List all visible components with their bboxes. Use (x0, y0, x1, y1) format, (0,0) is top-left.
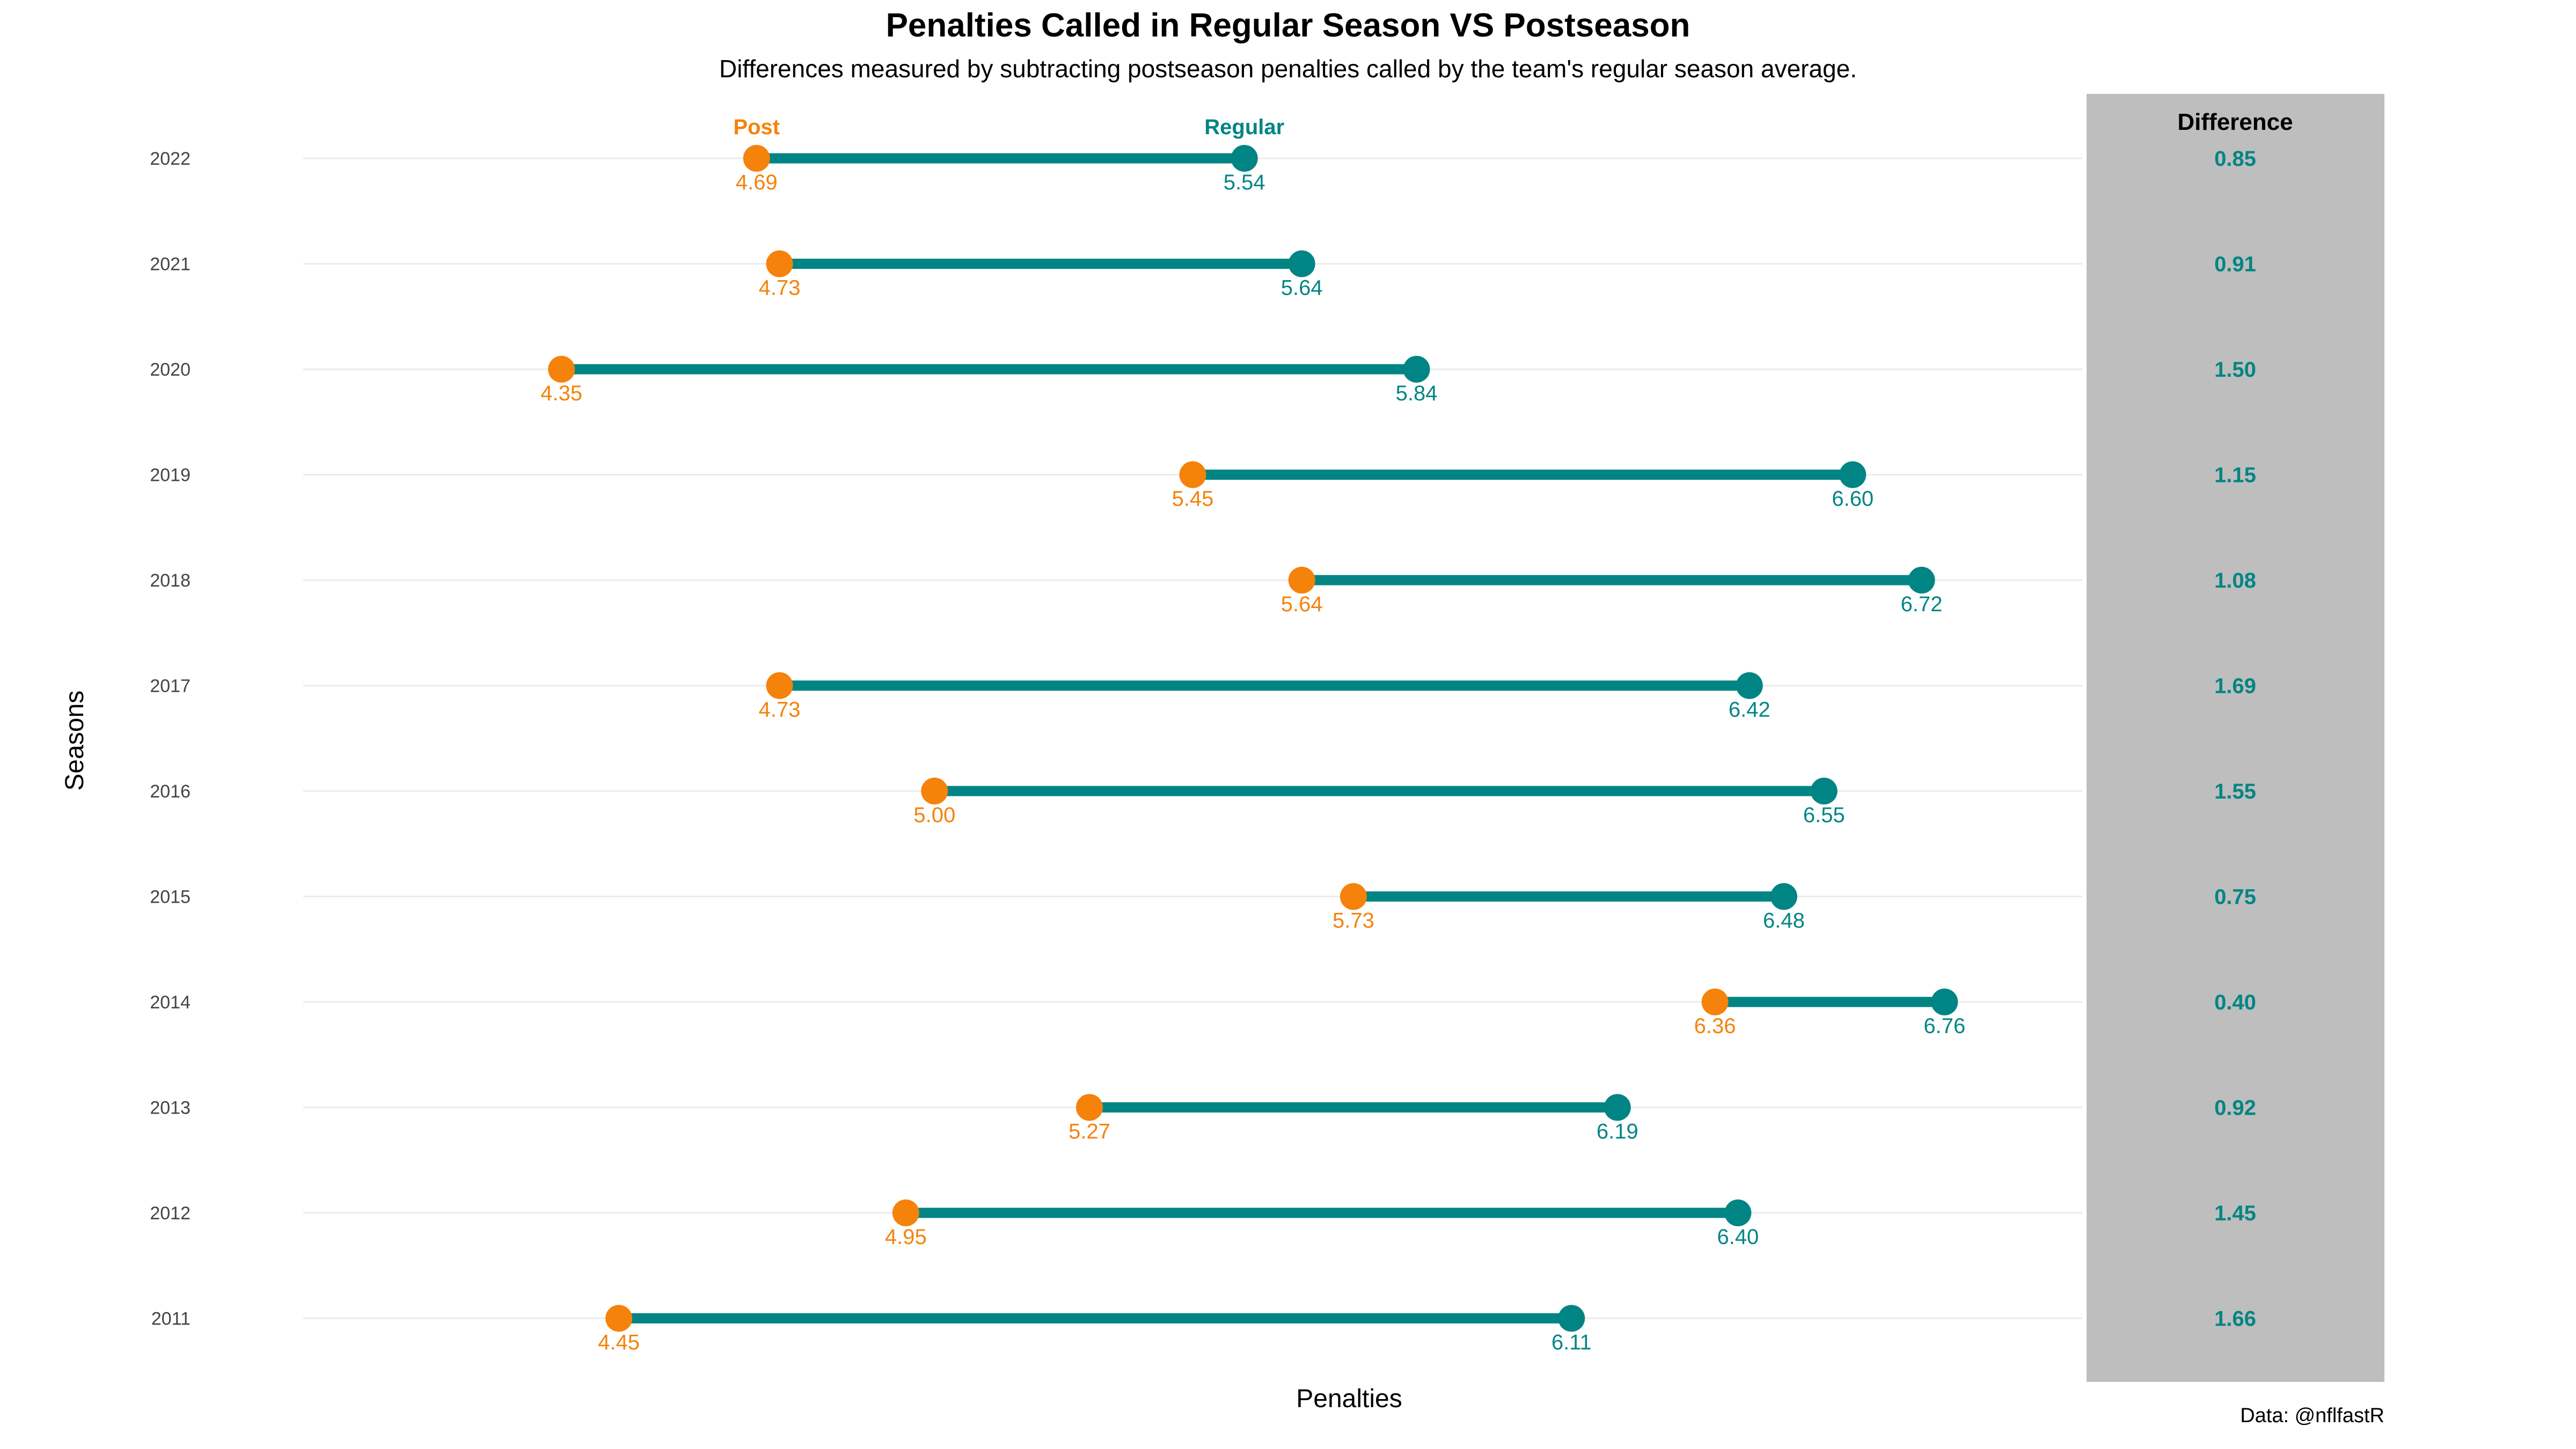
difference-header: Difference (2177, 109, 2293, 135)
post-point (766, 672, 793, 699)
regular-point (1724, 1199, 1752, 1226)
post-point (766, 250, 793, 277)
regular-point (1770, 883, 1797, 910)
difference-value: 0.75 (2214, 885, 2256, 909)
difference-value: 1.69 (2214, 675, 2256, 698)
post-value-label: 5.64 (1281, 592, 1323, 616)
regular-value-label: 6.19 (1597, 1120, 1638, 1144)
regular-value-label: 6.42 (1729, 698, 1770, 722)
season-tick-label: 2019 (150, 465, 191, 486)
post-point (1288, 567, 1315, 594)
difference-panel (2087, 94, 2384, 1382)
regular-point (1908, 567, 1935, 594)
dumbbell-segments (561, 153, 1945, 1323)
regular-value-label: 6.55 (1803, 803, 1845, 827)
post-value-label: 4.69 (736, 171, 778, 194)
season-tick-label: 2011 (151, 1309, 191, 1329)
post-point (1701, 989, 1729, 1015)
difference-value: 1.45 (2214, 1202, 2256, 1225)
regular-value-label: 5.64 (1281, 276, 1323, 300)
regular-value-label: 6.40 (1717, 1225, 1759, 1249)
season-tick-label: 2020 (150, 360, 191, 380)
x-axis-title: Penalties (1296, 1385, 1402, 1413)
regular-value-label: 6.48 (1763, 909, 1805, 933)
difference-value: 1.50 (2214, 358, 2256, 382)
regular-point (1604, 1094, 1631, 1121)
post-point (892, 1199, 919, 1226)
season-tick-label: 2014 (150, 992, 191, 1013)
regular-point (1931, 989, 1958, 1015)
grid-lines (303, 157, 2082, 1319)
season-tick-label: 2012 (150, 1203, 191, 1224)
post-value-label: 4.95 (885, 1225, 927, 1249)
y-axis-ticks: 2022 2021 2020 2019 2018 2017 2016 2015 2014 2013… (150, 149, 191, 1329)
difference-value: 1.08 (2214, 569, 2256, 592)
y-axis-title: Seasons (61, 691, 89, 791)
regular-value-label: 6.72 (1901, 592, 1943, 616)
chart-subtitle: Differences measured by subtracting post… (719, 55, 1857, 83)
regular-point (1231, 145, 1258, 172)
regular-value-label: 5.54 (1224, 171, 1265, 194)
season-tick-label: 2018 (150, 570, 191, 591)
regular-point (1736, 672, 1763, 699)
difference-value: 1.55 (2214, 780, 2256, 803)
regular-value-label: 6.76 (1923, 1014, 1965, 1038)
dumbbell-points (548, 145, 1958, 1332)
regular-value-label: 6.60 (1832, 487, 1874, 511)
season-tick-label: 2022 (150, 149, 191, 169)
season-tick-label: 2013 (150, 1098, 191, 1118)
regular-point (1839, 461, 1867, 488)
post-value-label: 4.45 (598, 1331, 640, 1355)
chart-title: Penalties Called in Regular Season VS Po… (886, 7, 1690, 44)
post-value-label: 5.00 (913, 803, 955, 827)
post-point (605, 1305, 633, 1332)
post-value-label: 4.73 (759, 276, 801, 300)
difference-values: 0.85 0.91 1.50 1.15 1.08 1.69 1.55 0.75 0.40 0.92… (2214, 147, 2256, 1331)
regular-point (1558, 1305, 1585, 1332)
post-point (548, 356, 575, 383)
season-tick-label: 2021 (150, 254, 191, 275)
value-labels: 4.69 5.54 4.73 5.64 4.35 5.84 5.45 6.60 5.64 6.72… (540, 171, 1965, 1355)
regular-point (1288, 250, 1315, 277)
legend-post-label: Post (733, 115, 780, 139)
post-point (1340, 883, 1367, 910)
season-tick-label: 2016 (150, 781, 191, 802)
post-point (743, 145, 770, 172)
regular-point (1403, 356, 1430, 383)
regular-value-label: 5.84 (1396, 382, 1438, 405)
difference-value: 1.66 (2214, 1307, 2256, 1331)
post-value-label: 5.27 (1069, 1120, 1110, 1144)
difference-value: 0.91 (2214, 253, 2256, 276)
difference-value: 0.40 (2214, 991, 2256, 1014)
season-tick-label: 2015 (150, 887, 191, 908)
regular-value-label: 6.11 (1552, 1331, 1592, 1355)
data-caption: Data: @nflfastR (2240, 1404, 2384, 1427)
post-value-label: 5.45 (1172, 487, 1214, 511)
season-tick-label: 2017 (150, 676, 191, 697)
regular-point (1810, 778, 1838, 804)
post-point (1179, 461, 1206, 488)
difference-value: 1.15 (2214, 464, 2256, 487)
post-point (1076, 1094, 1103, 1121)
post-point (921, 778, 948, 804)
post-value-label: 6.36 (1694, 1014, 1736, 1038)
post-value-label: 4.73 (759, 698, 801, 722)
legend-regular-label: Regular (1204, 115, 1284, 139)
post-value-label: 4.35 (540, 382, 582, 405)
post-value-label: 5.73 (1333, 909, 1374, 933)
difference-value: 0.85 (2214, 147, 2256, 171)
difference-value: 0.92 (2214, 1096, 2256, 1120)
